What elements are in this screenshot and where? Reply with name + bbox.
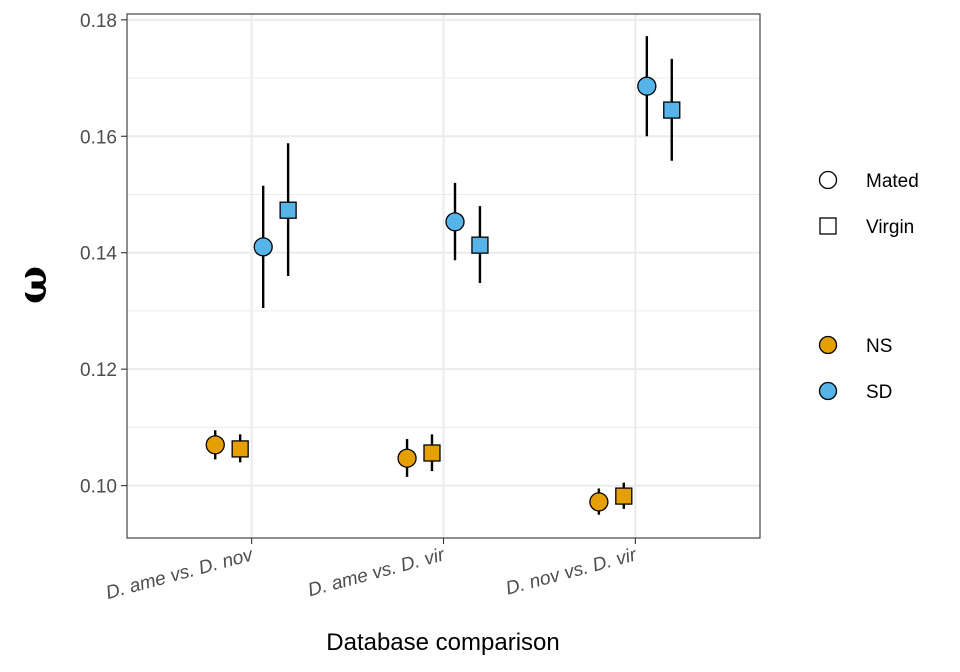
y-tick-label: 0.16 bbox=[80, 127, 117, 148]
x-axis: D. ame vs. D. nov D. ame vs. D. vir D. nov… bbox=[104, 538, 640, 604]
legend-label: SD bbox=[866, 382, 892, 403]
data-point-circle bbox=[589, 492, 609, 512]
y-axis: 0.10 0.12 0.14 0.16 0.18 bbox=[80, 11, 127, 498]
data-point-circle bbox=[253, 237, 273, 257]
x-tick-label: D. ame vs. D. nov bbox=[104, 544, 257, 604]
legend-label: Virgin bbox=[866, 217, 914, 238]
legend-key-circle bbox=[818, 170, 838, 190]
x-tick-label: D. nov vs. D. vir bbox=[504, 544, 640, 599]
data-point-square bbox=[471, 236, 489, 254]
y-tick-label: 0.12 bbox=[80, 360, 117, 381]
data-points bbox=[205, 76, 681, 512]
legend-key-square bbox=[819, 217, 837, 235]
data-point-circle bbox=[445, 212, 465, 232]
y-tick-label: 0.14 bbox=[80, 244, 117, 265]
y-axis-title: ω bbox=[9, 266, 56, 304]
data-point-square bbox=[279, 201, 297, 219]
x-axis-title: Database comparison bbox=[326, 629, 559, 656]
legend-label: Mated bbox=[866, 171, 919, 192]
data-point-square bbox=[231, 440, 249, 458]
data-point-circle bbox=[397, 448, 417, 468]
data-point-square bbox=[615, 487, 633, 505]
data-point-square bbox=[663, 101, 681, 119]
legend: Mated Virgin NS SD bbox=[818, 170, 919, 403]
y-tick-label: 0.18 bbox=[80, 11, 117, 32]
legend-label: NS bbox=[866, 336, 892, 357]
data-point-circle bbox=[637, 76, 657, 96]
legend-key-fill bbox=[818, 335, 838, 355]
x-tick-label: D. ame vs. D. vir bbox=[306, 544, 448, 601]
data-point-square bbox=[423, 444, 441, 462]
grid-major bbox=[127, 14, 760, 538]
y-tick-label: 0.10 bbox=[80, 477, 117, 498]
data-point-circle bbox=[205, 435, 225, 455]
legend-key-fill bbox=[818, 381, 838, 401]
